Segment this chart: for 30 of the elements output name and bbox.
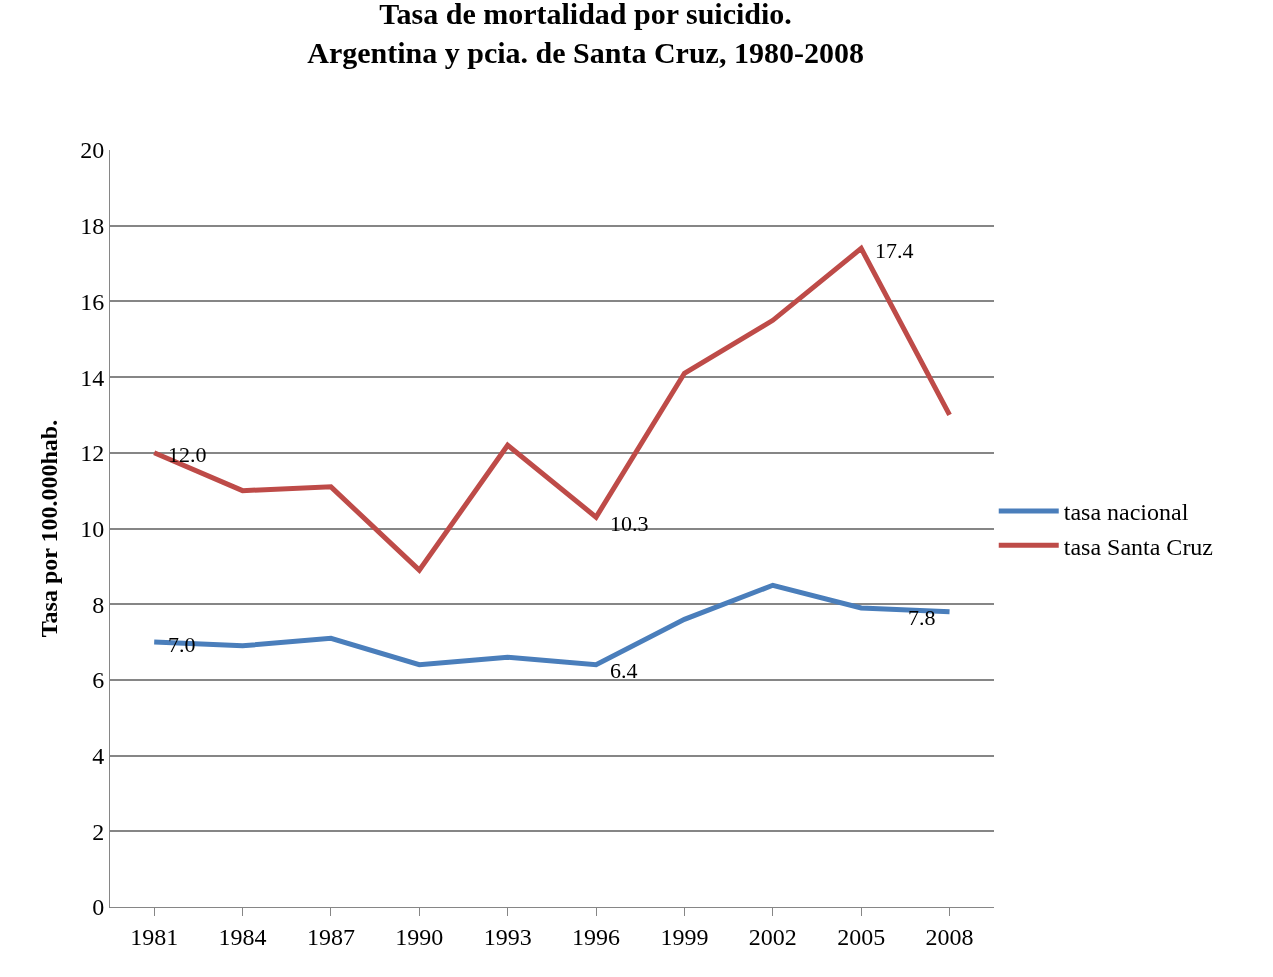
y-tick-label: 8 [92,591,105,618]
y-tick-label: 6 [92,667,105,694]
y-tick-label: 0 [92,894,105,921]
x-tick-label: 2008 [925,923,974,950]
legend-label: tasa Santa Cruz [1063,533,1214,560]
legend-label: tasa nacional [1063,499,1189,526]
data-label: 6.4 [610,658,638,683]
y-tick-label: 20 [80,137,105,164]
data-label: 7.8 [908,605,936,630]
x-tick-label: 2002 [748,923,797,950]
x-tick-label: 1990 [395,923,444,950]
x-tick-label: 1996 [572,923,621,950]
x-tick-label: 1987 [306,923,355,950]
y-axis-title: Tasa por 100.000hab. [36,419,63,638]
y-tick-label: 14 [80,364,105,391]
y-tick-label: 4 [92,743,105,769]
y-tick-label: 18 [80,213,105,240]
y-tick-label: 16 [80,288,105,315]
x-tick-label: 2005 [837,923,886,950]
x-tick-label: 1999 [660,923,709,950]
y-tick-label: 2 [92,818,105,845]
y-tick-label: 10 [80,515,105,542]
data-label: 10.3 [610,511,649,536]
x-tick-label: 1993 [483,923,532,950]
chart-title: Tasa de mortalidad por suicidio. Argentina y pcia. de Santa Cruz, 1980-2008 [307,0,864,70]
x-tick-label: 1984 [218,923,267,950]
data-label: 12.0 [168,442,207,467]
x-tick-label: 1981 [130,923,179,950]
data-label: 17.4 [875,238,914,263]
y-tick-label: 12 [80,440,105,467]
